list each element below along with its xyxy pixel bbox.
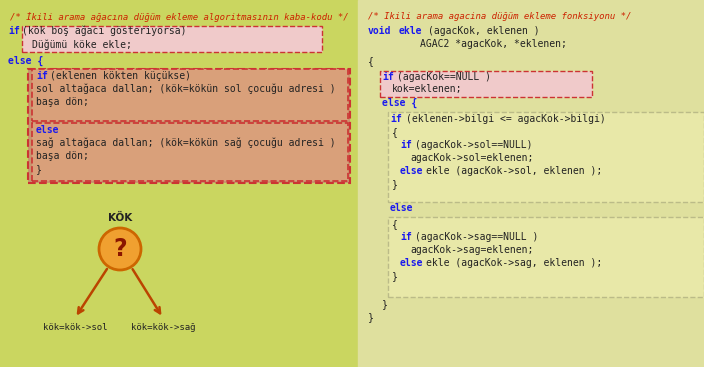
Text: /* Ikili arama agacina düğüm ekleme fonksiyonu */: /* Ikili arama agacina düğüm ekleme fonk… [368,12,631,21]
Text: (kök boş ağacı gösteriyorsa): (kök boş ağacı gösteriyorsa) [22,26,187,36]
Text: /* İkili arama ağacına düğüm ekleme algoritmasının kaba-kodu */: /* İkili arama ağacına düğüm ekleme algo… [10,12,348,22]
Text: }: } [392,271,398,281]
Text: sol altağaca dallan; (kök=kökün sol çocuğu adresi ): sol altağaca dallan; (kök=kökün sol çocu… [36,84,336,94]
Text: KÖK: KÖK [108,213,132,223]
Text: {: { [392,219,398,229]
Text: if: if [382,72,394,82]
Text: (agacKok==NULL ): (agacKok==NULL ) [397,72,491,82]
FancyBboxPatch shape [22,26,322,52]
Text: ?: ? [113,237,127,261]
Text: sağ altağaca dallan; (kök=kökün sağ çocuğu adresi ): sağ altağaca dallan; (kök=kökün sağ çocu… [36,138,336,149]
Text: if: if [36,71,48,81]
Text: (eklenen->bilgi <= agacKok->bilgi): (eklenen->bilgi <= agacKok->bilgi) [406,114,605,124]
Text: else: else [390,203,413,213]
Text: }: } [392,179,398,189]
Text: else {: else { [8,56,43,66]
Text: if: if [400,140,412,150]
FancyBboxPatch shape [388,112,704,202]
Text: (agacKok->sol==NULL): (agacKok->sol==NULL) [415,140,532,150]
Text: (agacKok->sag==NULL ): (agacKok->sag==NULL ) [415,232,539,242]
FancyBboxPatch shape [388,217,704,297]
Text: {: { [392,127,398,137]
Text: agacKok->sag=eklenen;: agacKok->sag=eklenen; [410,245,534,255]
Text: ekle (agacKok->sag, eklenen );: ekle (agacKok->sag, eklenen ); [426,258,602,268]
Text: kök=kök->sol: kök=kök->sol [43,323,107,332]
Bar [358,0,704,367]
FancyBboxPatch shape [32,69,348,121]
FancyBboxPatch shape [32,123,348,181]
Text: else {: else { [382,98,417,108]
Text: Düğümü köke ekle;: Düğümü köke ekle; [32,39,132,50]
Text: AGAC2 *agacKok, *eklenen;: AGAC2 *agacKok, *eklenen; [420,39,567,49]
Bar [0,0,358,367]
Text: if: if [390,114,402,124]
Circle shape [99,228,141,270]
Text: }: } [382,299,388,309]
Text: if: if [400,232,412,242]
Text: (eklenen kökten küçükse): (eklenen kökten küçükse) [50,71,191,81]
Text: else: else [400,258,424,268]
Text: }: } [36,164,42,174]
Text: (agacKok, eklenen ): (agacKok, eklenen ) [428,26,540,36]
FancyBboxPatch shape [28,69,350,183]
Text: {: { [368,56,374,66]
Text: başa dön;: başa dön; [36,151,89,161]
Text: ekle (agacKok->sol, eklenen );: ekle (agacKok->sol, eklenen ); [426,166,602,176]
Text: kök=kök->sağ: kök=kök->sağ [131,323,195,332]
Text: ekle: ekle [399,26,422,36]
Text: if: if [8,26,20,36]
Text: void: void [368,26,391,36]
Text: agacKok->sol=eklenen;: agacKok->sol=eklenen; [410,153,534,163]
Text: kok=eklenen;: kok=eklenen; [392,84,463,94]
Text: else: else [36,125,60,135]
Text: else: else [400,166,424,176]
Text: }: } [368,312,374,322]
Text: başa dön;: başa dön; [36,97,89,107]
FancyBboxPatch shape [380,71,592,97]
